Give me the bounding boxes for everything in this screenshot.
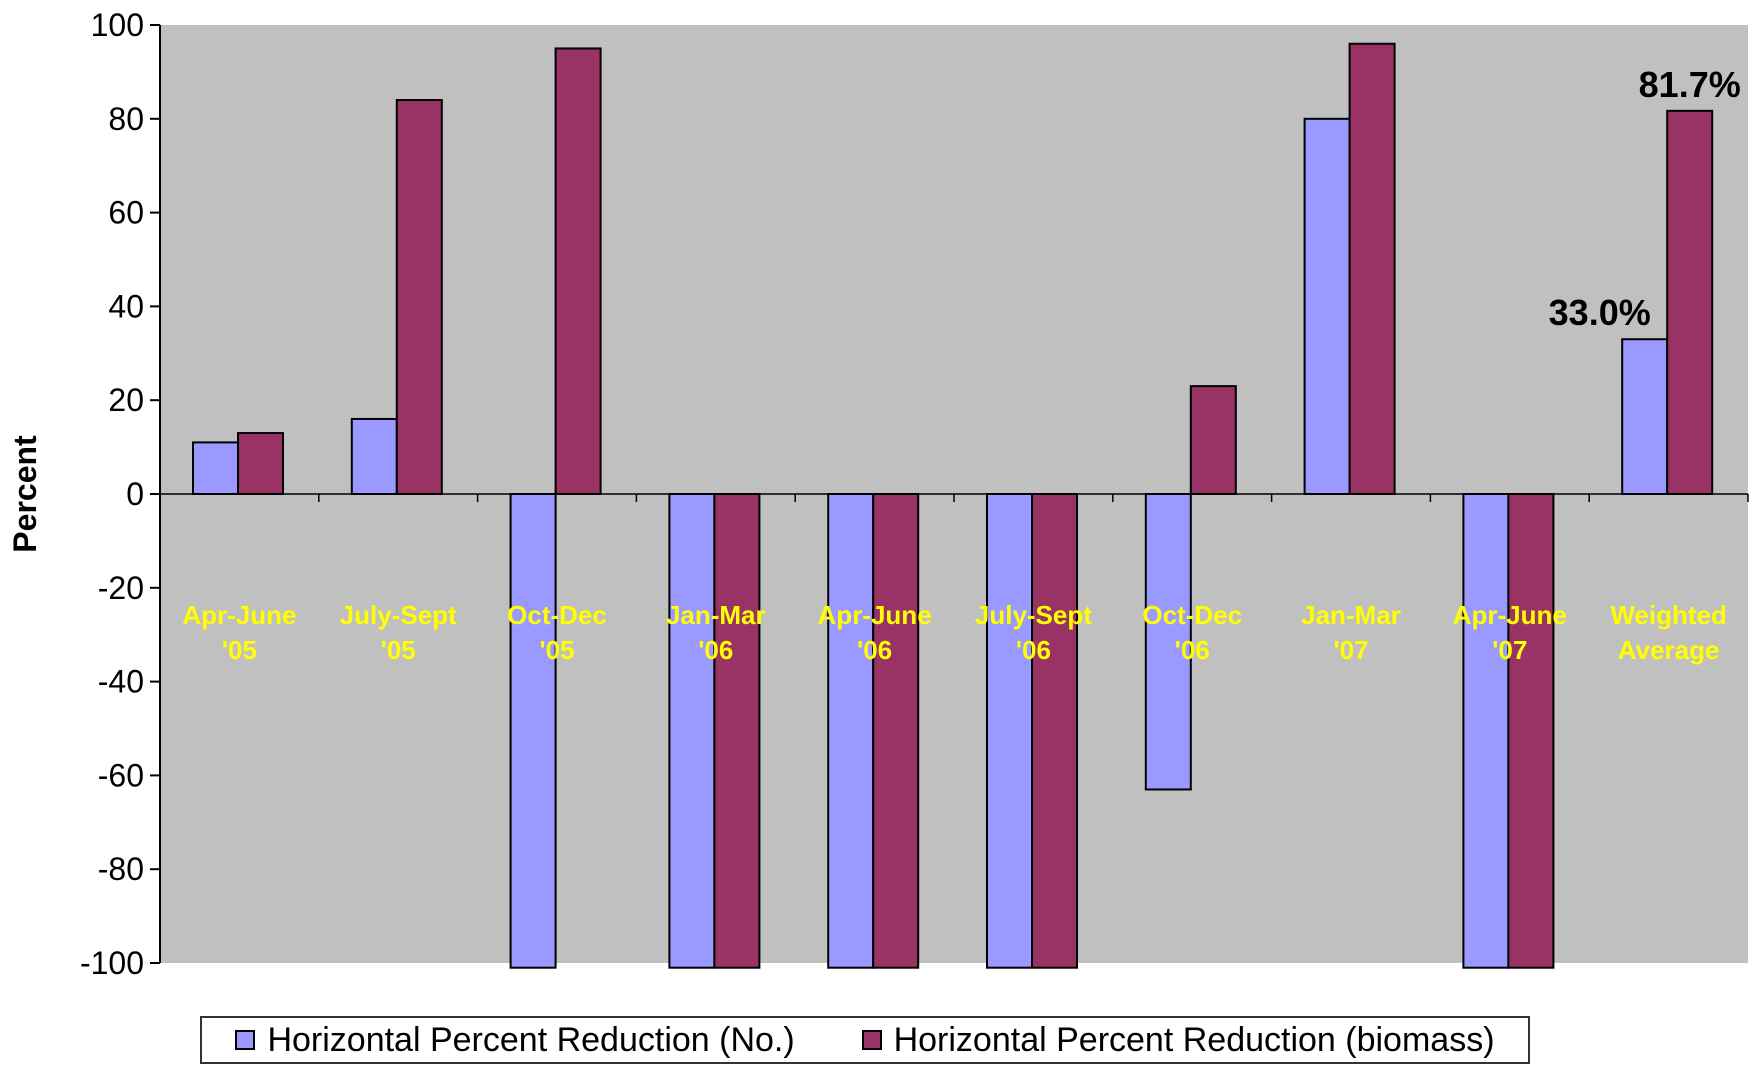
bar-s1-c5 <box>1031 493 1078 969</box>
category-label-3-line0: Jan-Mar <box>666 600 766 630</box>
category-label-0-line1: '05 <box>222 635 257 665</box>
category-label-2-line0: Oct-Dec <box>507 600 607 630</box>
bar-s1-c4 <box>872 493 920 969</box>
category-label-1-line0: July-Sept <box>340 600 457 630</box>
legend-label-no: Horizontal Percent Reduction (No.) <box>267 1020 795 1059</box>
category-label-4-line1: '06 <box>857 635 892 665</box>
bar-s1-c0 <box>237 432 284 495</box>
bar-s0-c3 <box>668 493 716 969</box>
legend: Horizontal Percent Reduction (No.) Horiz… <box>200 1016 1530 1064</box>
bar-s1-c9 <box>1666 109 1714 496</box>
legend-item-biomass: Horizontal Percent Reduction (biomass) <box>861 1020 1495 1060</box>
bar-s0-c0 <box>192 441 239 496</box>
category-label-5-line0: July-Sept <box>975 600 1092 630</box>
data-label-0: 33.0% <box>1549 292 1651 333</box>
bar-s0-c2 <box>509 493 557 969</box>
legend-label-biomass: Horizontal Percent Reduction (biomass) <box>893 1020 1495 1059</box>
legend-swatch-biomass <box>861 1030 882 1050</box>
bar-s1-c8 <box>1507 493 1555 969</box>
category-label-8-line0: Apr-June <box>1453 600 1567 630</box>
category-label-7-line1: '07 <box>1333 635 1368 665</box>
y-axis-title: Percent <box>7 435 43 553</box>
y-tick-label: 100 <box>91 7 144 43</box>
bar-s0-c7 <box>1303 117 1351 496</box>
bar-s1-c7 <box>1348 42 1396 495</box>
bar-s1-c2 <box>554 47 602 495</box>
category-label-9-line0: Weighted <box>1610 600 1727 630</box>
y-tick-label: -80 <box>98 851 144 887</box>
bar-s0-c1 <box>350 417 398 495</box>
data-label-1: 81.7% <box>1639 64 1741 105</box>
y-tick-label: -100 <box>80 945 144 981</box>
category-label-6-line1: '06 <box>1175 635 1210 665</box>
y-tick-label: 0 <box>126 476 144 512</box>
category-label-2-line1: '05 <box>539 635 574 665</box>
y-tick-label: -60 <box>98 757 144 793</box>
y-tick-label: 80 <box>108 101 144 137</box>
category-label-0-line0: Apr-June <box>182 600 296 630</box>
category-label-7-line0: Jan-Mar <box>1301 600 1401 630</box>
y-tick-label: 20 <box>108 382 144 418</box>
bar-s0-c5 <box>986 493 1033 969</box>
bar-s1-c1 <box>395 99 443 495</box>
category-label-8-line1: '07 <box>1492 635 1527 665</box>
bar-s1-c3 <box>713 493 761 969</box>
category-label-5-line1: '06 <box>1016 635 1051 665</box>
y-tick-label: -40 <box>98 664 144 700</box>
legend-item-no: Horizontal Percent Reduction (No.) <box>235 1020 795 1060</box>
category-label-9-line1: Average <box>1618 635 1720 665</box>
category-label-3-line1: '06 <box>698 635 733 665</box>
y-tick-label: 40 <box>108 288 144 324</box>
category-label-6-line0: Oct-Dec <box>1142 600 1242 630</box>
bar-s0-c8 <box>1462 493 1510 969</box>
y-tick-label: 60 <box>108 195 144 231</box>
bar-s1-c6 <box>1189 385 1237 496</box>
legend-swatch-no <box>235 1030 256 1050</box>
y-tick-label: -20 <box>98 570 144 606</box>
bar-s0-c9 <box>1621 338 1669 496</box>
category-label-1-line1: '05 <box>381 635 416 665</box>
bar-s0-c6 <box>1144 493 1192 791</box>
bar-s0-c4 <box>827 493 875 969</box>
category-label-4-line0: Apr-June <box>818 600 932 630</box>
